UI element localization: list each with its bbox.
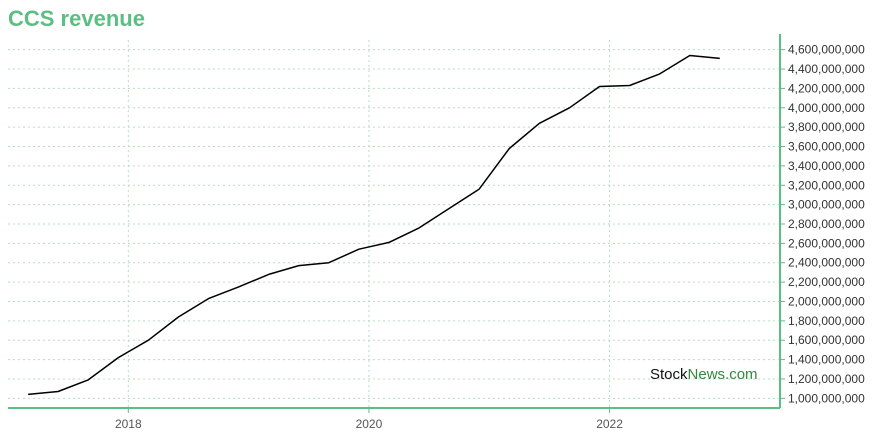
- grid-lines: [8, 40, 780, 408]
- y-tick-label: 1,400,000,000: [788, 353, 865, 367]
- y-tick-label: 1,600,000,000: [788, 333, 865, 347]
- data-point: [508, 147, 510, 149]
- data-point: [147, 339, 149, 341]
- x-tick-label: 2022: [596, 417, 623, 431]
- data-point: [448, 207, 450, 209]
- chart-title: CCS revenue: [8, 6, 145, 31]
- data-point: [628, 84, 630, 86]
- axes: [8, 34, 785, 413]
- watermark-logo: StockNews.com: [650, 366, 758, 383]
- data-point: [689, 54, 691, 56]
- data-point: [719, 57, 721, 59]
- data-point: [267, 273, 269, 275]
- data-point: [598, 85, 600, 87]
- data-point: [478, 188, 480, 190]
- series-layer: [27, 54, 721, 396]
- y-tick-label: 2,800,000,000: [788, 217, 865, 231]
- watermark-part1: Stock: [650, 366, 688, 383]
- data-point: [388, 241, 390, 243]
- data-point: [298, 264, 300, 266]
- data-point: [207, 297, 209, 299]
- data-point: [538, 122, 540, 124]
- series-line: [28, 54, 720, 396]
- data-point: [177, 316, 179, 318]
- y-tick-label: 2,400,000,000: [788, 256, 865, 270]
- data-point: [568, 107, 570, 109]
- data-point: [358, 248, 360, 250]
- y-tick-label: 3,200,000,000: [788, 178, 865, 192]
- data-point: [328, 262, 330, 264]
- y-tick-label: 2,000,000,000: [788, 294, 865, 308]
- watermark-part2: News.com: [687, 366, 758, 383]
- y-tick-label: 2,200,000,000: [788, 275, 865, 289]
- data-point: [117, 356, 119, 358]
- y-tick-label: 4,600,000,000: [788, 43, 865, 57]
- data-point: [27, 393, 29, 395]
- y-tick-label: 3,000,000,000: [788, 198, 865, 212]
- data-point: [418, 227, 420, 229]
- x-tick-label: 2020: [356, 417, 383, 431]
- data-point: [237, 286, 239, 288]
- y-tick-label: 1,200,000,000: [788, 372, 865, 386]
- y-tick-label: 4,400,000,000: [788, 62, 865, 76]
- y-tick-label: 3,800,000,000: [788, 120, 865, 134]
- data-point: [658, 73, 660, 75]
- y-tick-label: 4,000,000,000: [788, 101, 865, 115]
- data-point: [57, 390, 59, 392]
- data-point: [87, 379, 89, 381]
- y-tick-label: 3,600,000,000: [788, 140, 865, 154]
- y-tick-label: 3,400,000,000: [788, 159, 865, 173]
- y-tick-label: 2,600,000,000: [788, 236, 865, 250]
- y-tick-label: 4,200,000,000: [788, 81, 865, 95]
- x-tick-label: 2018: [115, 417, 142, 431]
- y-tick-label: 1,000,000,000: [788, 391, 865, 405]
- y-tick-label: 1,800,000,000: [788, 314, 865, 328]
- tick-labels: 1,000,000,000 1,200,000,000 1,400,000,000 1…: [115, 43, 865, 431]
